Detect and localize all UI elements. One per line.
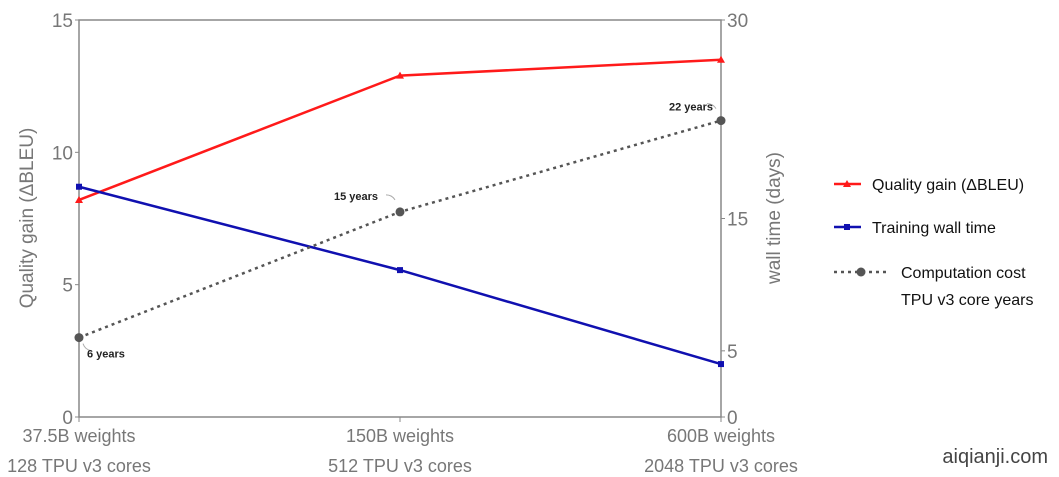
data-annotation: 22 years — [669, 102, 713, 114]
annotation-leader — [82, 343, 92, 352]
right-tick-label: 5 — [727, 342, 738, 363]
x-tick-label: 150B weights — [346, 426, 454, 446]
legend-label-line2: TPU v3 core years — [901, 292, 1033, 309]
legend-label: Quality gain (ΔBLEU) — [872, 177, 1024, 194]
x-tick-label: 600B weights — [667, 426, 775, 446]
watermark: aiqianji.com — [942, 446, 1048, 468]
right-axis-label: wall time (days) — [764, 152, 785, 285]
legend-label: Computation cost — [901, 265, 1026, 282]
data-annotation: 6 years — [87, 349, 125, 361]
data-point — [717, 55, 725, 63]
annotation-leader — [706, 103, 717, 109]
x-tick-sublabel: 128 TPU v3 cores — [7, 456, 151, 476]
legend-label: Training wall time — [872, 220, 996, 237]
legend-marker — [843, 180, 851, 187]
right-tick-label: 0 — [727, 408, 738, 429]
x-tick-sublabel: 2048 TPU v3 cores — [644, 456, 798, 476]
right-tick-label: 30 — [727, 11, 748, 32]
data-point — [396, 71, 404, 79]
plot-frame — [78, 19, 722, 418]
series-line-2 — [78, 119, 722, 339]
series-line-0 — [78, 58, 722, 202]
legend-marker — [844, 224, 850, 230]
left-tick-label: 15 — [52, 11, 73, 32]
data-point — [76, 183, 82, 190]
data-point — [75, 195, 83, 203]
right-tick-label: 15 — [727, 210, 748, 231]
data-point — [716, 116, 726, 126]
data-point — [74, 333, 84, 343]
x-tick-sublabel: 512 TPU v3 cores — [328, 456, 472, 476]
left-tick-label: 5 — [62, 276, 73, 297]
x-tick-label: 37.5B weights — [22, 426, 135, 446]
legend-marker — [856, 267, 866, 277]
left-axis-label: Quality gain (ΔBLEU) — [17, 128, 38, 309]
annotation-leader — [385, 194, 396, 201]
left-tick-label: 0 — [62, 408, 73, 429]
data-point — [718, 361, 724, 368]
data-point — [395, 207, 405, 217]
left-tick-label: 10 — [52, 143, 73, 164]
data-annotation: 15 years — [334, 191, 378, 203]
data-point — [397, 267, 403, 274]
